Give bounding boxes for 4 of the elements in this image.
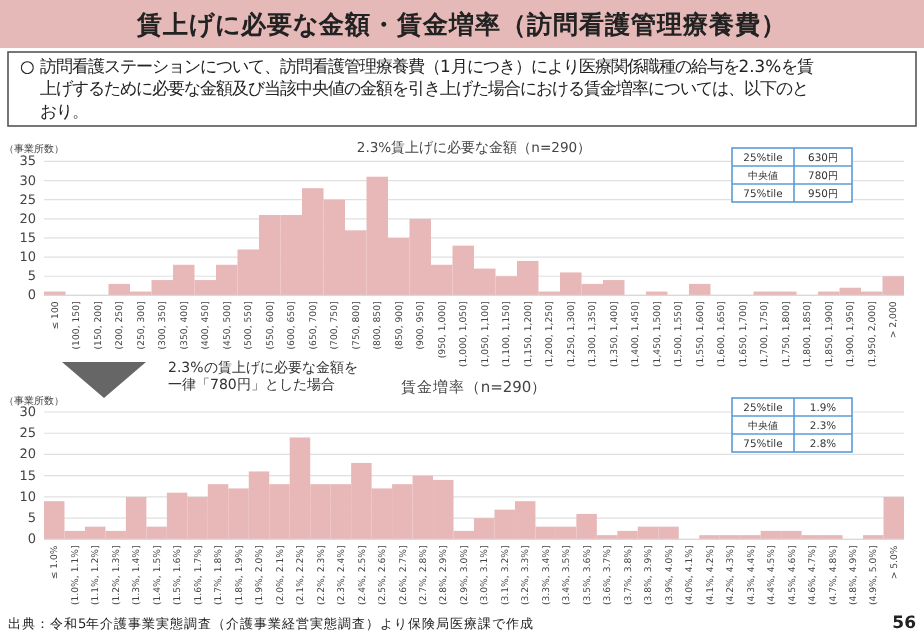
text: 56 [892, 614, 917, 634]
text: ○ 訪問看護ステーションについて、訪問看護管理療養費（1月につき）により医療関係職種の給与を2.3%を賃上げするために必要な金額及び当該中央値の金額を引き上げた場合における賃金増率については、以下のとおり。 [20, 56, 814, 121]
bar [689, 283, 711, 296]
text: 賃上げに必要な金額・賃金増率（訪問看護管理療養費） [135, 9, 787, 39]
